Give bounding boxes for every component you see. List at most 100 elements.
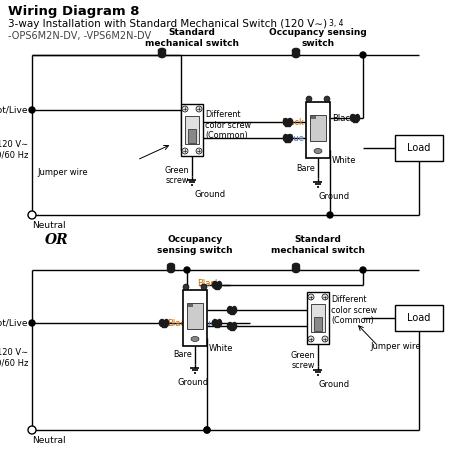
Text: Hot/Live: Hot/Live	[0, 106, 28, 114]
Circle shape	[28, 211, 36, 219]
Text: OR: OR	[45, 233, 69, 247]
Text: Blue: Blue	[285, 134, 304, 142]
Bar	[306, 102, 330, 158]
Text: Load: Load	[407, 143, 431, 153]
Text: Standard
mechanical switch: Standard mechanical switch	[145, 28, 239, 48]
Circle shape	[322, 294, 328, 300]
Text: 3, 4: 3, 4	[329, 19, 344, 28]
Circle shape	[360, 267, 366, 273]
Circle shape	[183, 284, 189, 290]
Ellipse shape	[292, 267, 300, 272]
Bar	[167, 266, 174, 270]
Bar	[183, 290, 207, 346]
Circle shape	[204, 427, 210, 433]
Circle shape	[29, 107, 35, 113]
Circle shape	[196, 106, 202, 112]
Ellipse shape	[158, 53, 165, 58]
Text: Green
screw: Green screw	[164, 166, 189, 185]
Text: Bare: Bare	[296, 164, 315, 173]
Circle shape	[324, 96, 330, 102]
Text: Blue: Blue	[197, 319, 216, 327]
Bar	[310, 115, 327, 141]
Circle shape	[327, 212, 333, 218]
Ellipse shape	[218, 319, 222, 326]
Bar	[230, 307, 235, 313]
Ellipse shape	[350, 114, 356, 122]
Text: Green
screw: Green screw	[291, 351, 315, 370]
Ellipse shape	[218, 282, 222, 289]
Bar	[314, 317, 322, 331]
Ellipse shape	[191, 337, 199, 342]
Text: Occupancy sensing
switch: Occupancy sensing switch	[269, 28, 367, 48]
Text: 120 V∼
50/60 Hz: 120 V∼ 50/60 Hz	[0, 348, 28, 367]
Bar	[285, 118, 290, 125]
Ellipse shape	[212, 282, 218, 289]
Bar	[215, 282, 219, 289]
Bar	[307, 292, 329, 344]
Text: Neutral: Neutral	[32, 436, 65, 445]
Text: 120 V∼
50/60 Hz: 120 V∼ 50/60 Hz	[0, 140, 28, 160]
Circle shape	[306, 96, 312, 102]
Circle shape	[322, 336, 328, 342]
Ellipse shape	[167, 267, 174, 272]
Bar	[187, 303, 203, 329]
Ellipse shape	[212, 319, 218, 326]
Ellipse shape	[228, 323, 233, 330]
Ellipse shape	[232, 323, 237, 330]
Ellipse shape	[167, 263, 174, 267]
Bar	[292, 266, 300, 270]
Ellipse shape	[158, 48, 165, 53]
Circle shape	[182, 106, 188, 112]
Text: -OPS6M2N-DV, -VPS6M2N-DV: -OPS6M2N-DV, -VPS6M2N-DV	[8, 31, 151, 41]
Text: Jumper wire: Jumper wire	[37, 168, 88, 177]
Text: Different
color screw
(Common): Different color screw (Common)	[205, 110, 251, 140]
Bar	[395, 135, 443, 161]
Text: White: White	[332, 156, 356, 165]
Ellipse shape	[164, 319, 169, 326]
Text: Standard
mechanical switch: Standard mechanical switch	[271, 235, 365, 255]
Bar	[311, 304, 325, 332]
Circle shape	[308, 336, 314, 342]
Ellipse shape	[356, 114, 360, 122]
Bar	[353, 114, 357, 122]
Circle shape	[182, 148, 188, 154]
Bar	[395, 305, 443, 331]
Bar	[181, 104, 203, 156]
Bar	[162, 319, 166, 326]
Bar	[188, 129, 196, 143]
Bar	[310, 116, 316, 119]
Bar	[285, 135, 290, 142]
Text: Neutral: Neutral	[32, 221, 65, 230]
Bar	[215, 319, 219, 326]
Text: 3-way Installation with Standard Mechanical Switch (120 V∼): 3-way Installation with Standard Mechani…	[8, 19, 327, 29]
Circle shape	[196, 148, 202, 154]
Text: Black: Black	[281, 118, 304, 126]
Ellipse shape	[232, 307, 237, 313]
Text: Black: Black	[197, 278, 220, 288]
Text: Occupancy
sensing switch: Occupancy sensing switch	[157, 235, 233, 255]
Circle shape	[308, 294, 314, 300]
Ellipse shape	[287, 135, 292, 142]
Bar	[185, 116, 199, 144]
Ellipse shape	[228, 307, 233, 313]
Circle shape	[184, 267, 190, 273]
Text: White: White	[209, 344, 234, 353]
Bar	[158, 51, 165, 55]
Ellipse shape	[283, 118, 288, 125]
Text: Wiring Diagram 8: Wiring Diagram 8	[8, 5, 139, 18]
Text: Ground: Ground	[195, 190, 226, 199]
Ellipse shape	[283, 135, 288, 142]
Circle shape	[201, 284, 207, 290]
Text: Different
color screw
(Common): Different color screw (Common)	[331, 295, 377, 325]
Text: Hot/Live: Hot/Live	[0, 319, 28, 327]
Ellipse shape	[292, 53, 300, 58]
Text: Load: Load	[407, 313, 431, 323]
Circle shape	[360, 52, 366, 58]
Text: Black: Black	[167, 319, 190, 327]
Ellipse shape	[292, 48, 300, 53]
Text: Ground: Ground	[319, 192, 350, 201]
Bar	[188, 304, 192, 307]
Circle shape	[28, 426, 36, 434]
Ellipse shape	[287, 118, 292, 125]
Text: Jumper wire: Jumper wire	[370, 342, 420, 350]
